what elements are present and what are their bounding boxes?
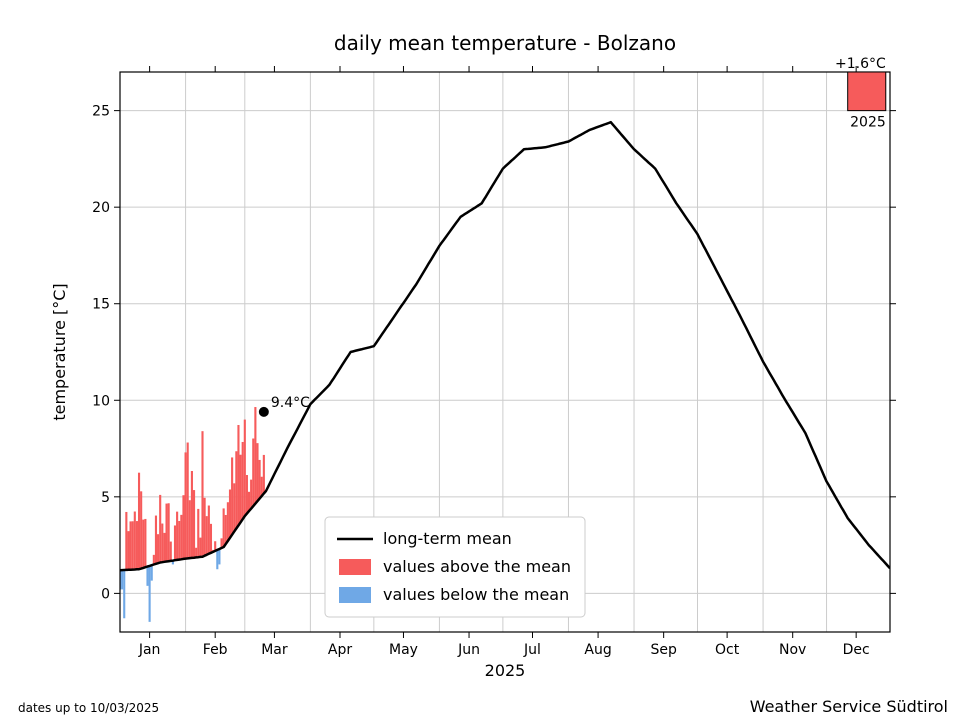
anomaly-bar bbox=[201, 431, 203, 557]
anomaly-bar bbox=[170, 542, 172, 561]
anomaly-summary-value: +1.6°C bbox=[835, 56, 886, 72]
anomaly-bar bbox=[165, 504, 167, 562]
anomaly-bar bbox=[210, 524, 212, 553]
anomaly-bar bbox=[235, 451, 237, 528]
anomaly-bar bbox=[195, 548, 197, 558]
anomaly-bar bbox=[227, 502, 229, 541]
anomaly-bar bbox=[182, 495, 184, 559]
anomaly-bar bbox=[176, 512, 178, 560]
x-tick-label: Jun bbox=[457, 642, 480, 658]
anomaly-bar bbox=[149, 566, 151, 622]
anomaly-bar bbox=[233, 483, 235, 531]
anomaly-bar bbox=[151, 565, 153, 580]
anomaly-bar bbox=[240, 455, 242, 523]
anomaly-bar bbox=[142, 520, 144, 568]
anomaly-bar bbox=[168, 503, 170, 561]
anomaly-bar bbox=[254, 407, 256, 504]
chart-title: daily mean temperature - Bolzano bbox=[334, 31, 676, 55]
x-tick-label: May bbox=[389, 642, 418, 658]
anomaly-bar bbox=[134, 512, 136, 570]
x-tick-label: Feb bbox=[203, 642, 228, 658]
current-value-marker bbox=[259, 407, 269, 417]
anomaly-summary-year: 2025 bbox=[850, 115, 886, 131]
anomaly-bar bbox=[252, 439, 254, 507]
anomaly-bar bbox=[223, 508, 225, 547]
anomaly-bar bbox=[256, 443, 258, 501]
y-axis-label: temperature [°C] bbox=[50, 283, 69, 420]
anomaly-bar bbox=[146, 567, 148, 586]
anomaly-bar bbox=[144, 519, 146, 567]
anomaly-bar bbox=[123, 570, 125, 618]
anomaly-bar bbox=[138, 473, 140, 570]
anomaly-bar bbox=[187, 443, 189, 559]
anomaly-bar bbox=[125, 512, 127, 570]
anomaly-bar bbox=[218, 549, 220, 564]
anomaly-bar bbox=[204, 498, 206, 556]
anomaly-bar bbox=[127, 531, 129, 570]
current-value-label: 9.4°C bbox=[271, 395, 310, 411]
x-tick-label: Aug bbox=[584, 642, 611, 658]
anomaly-bar bbox=[250, 480, 252, 509]
anomaly-bar bbox=[225, 515, 227, 544]
anomaly-bar bbox=[229, 489, 231, 537]
x-tick-label: Mar bbox=[261, 642, 288, 658]
y-tick-label: 0 bbox=[101, 586, 110, 602]
y-tick-label: 25 bbox=[92, 104, 110, 120]
anomaly-bar bbox=[121, 570, 123, 589]
legend-entry-label: values above the mean bbox=[383, 557, 571, 576]
anomaly-bar bbox=[159, 495, 161, 563]
anomaly-bar bbox=[246, 475, 248, 514]
anomaly-bar bbox=[242, 442, 244, 519]
legend-swatch-icon bbox=[339, 587, 371, 603]
x-tick-label: Apr bbox=[328, 642, 352, 658]
anomaly-bar bbox=[263, 455, 265, 494]
anomaly-bar bbox=[237, 425, 239, 525]
y-tick-label: 20 bbox=[92, 200, 110, 216]
anomaly-bar bbox=[244, 420, 246, 517]
anomaly-bar bbox=[216, 550, 218, 569]
chart-container: 9.4°C0510152025JanFebMarAprMayJunJulAugS… bbox=[0, 0, 960, 720]
anomaly-bar bbox=[161, 524, 163, 563]
anomaly-bar bbox=[130, 521, 132, 569]
legend: long-term mean values above the mean value… bbox=[325, 517, 585, 617]
y-tick-label: 15 bbox=[92, 297, 110, 313]
anomaly-bar bbox=[197, 509, 199, 557]
anomaly-bar bbox=[191, 471, 193, 558]
x-axis-label: 2025 bbox=[485, 661, 526, 680]
anomaly-bar bbox=[185, 452, 187, 558]
anomaly-bar bbox=[155, 516, 157, 564]
y-tick-label: 10 bbox=[92, 393, 110, 409]
anomaly-bar bbox=[163, 533, 165, 562]
anomaly-bar bbox=[193, 490, 195, 558]
legend-entry-label: long-term mean bbox=[383, 529, 512, 548]
anomaly-bar bbox=[178, 521, 180, 560]
x-tick-label: Jul bbox=[523, 642, 541, 658]
anomaly-bar bbox=[231, 457, 233, 534]
anomaly-bar bbox=[248, 492, 250, 511]
legend-entry-label: values below the mean bbox=[383, 585, 569, 604]
footer-attribution: Weather Service Südtirol bbox=[750, 697, 948, 716]
x-tick-label: Jan bbox=[138, 642, 161, 658]
anomaly-bar bbox=[199, 538, 201, 557]
x-tick-label: Sep bbox=[650, 642, 677, 658]
anomaly-bar bbox=[136, 521, 138, 569]
anomaly-bar bbox=[157, 534, 159, 563]
y-tick-label: 5 bbox=[101, 490, 110, 506]
anomaly-bar bbox=[140, 491, 142, 568]
anomaly-summary-box bbox=[848, 72, 886, 111]
anomaly-bar bbox=[132, 521, 134, 569]
anomaly-bar bbox=[259, 460, 261, 499]
x-tick-label: Oct bbox=[715, 642, 740, 658]
x-tick-label: Nov bbox=[779, 642, 806, 658]
anomaly-bar bbox=[208, 506, 210, 554]
legend-swatch-icon bbox=[339, 559, 371, 575]
anomaly-bar bbox=[206, 516, 208, 555]
footer-date-note: dates up to 10/03/2025 bbox=[18, 701, 159, 715]
anomaly-bar bbox=[189, 500, 191, 558]
anomaly-bar bbox=[174, 525, 176, 560]
chart-svg: 9.4°C0510152025JanFebMarAprMayJunJulAugS… bbox=[0, 0, 960, 720]
x-tick-label: Dec bbox=[843, 642, 870, 658]
anomaly-bar bbox=[180, 515, 182, 559]
